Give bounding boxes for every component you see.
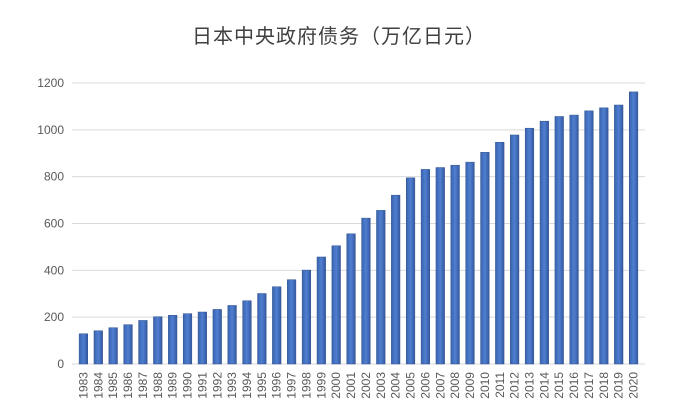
bar	[346, 233, 356, 365]
x-tick-label: 1995	[255, 372, 269, 399]
x-tick-label: 2014	[537, 372, 551, 399]
x-tick-label: 1984	[91, 372, 105, 399]
bar	[405, 177, 416, 365]
x-tick-label: 2009	[463, 372, 477, 399]
bar	[510, 134, 520, 365]
bar	[108, 327, 118, 365]
x-tick-label: 2011	[493, 372, 507, 398]
bar	[435, 167, 445, 365]
bar	[420, 169, 430, 365]
bar	[287, 279, 297, 365]
x-tick-label: 1988	[151, 372, 165, 399]
x-tick-label: 2002	[359, 372, 373, 399]
bar	[138, 320, 148, 365]
bar	[450, 164, 460, 365]
bar	[257, 293, 267, 365]
bar	[316, 256, 326, 365]
y-tick-label: 1200	[37, 76, 64, 90]
bar	[153, 316, 163, 365]
bar	[599, 107, 609, 365]
x-tick-label: 2001	[344, 372, 358, 399]
bar	[123, 324, 133, 365]
y-tick-label: 600	[44, 217, 64, 231]
x-tick-label: 1997	[285, 372, 299, 399]
y-axis-ticks: 0 200 400 600 800 1000 1200	[37, 76, 64, 371]
bar	[227, 305, 237, 365]
chart-title: 日本中央政府债务（万亿日元）	[192, 24, 486, 48]
bar	[212, 309, 222, 365]
x-tick-label: 2020	[627, 372, 641, 399]
x-tick-label: 2015	[552, 372, 566, 399]
x-tick-label: 2005	[404, 372, 418, 399]
x-tick-label: 2018	[597, 372, 611, 399]
x-tick-label: 2000	[329, 372, 343, 399]
bar	[242, 300, 252, 365]
bar	[272, 286, 282, 365]
x-tick-label: 1996	[270, 372, 284, 399]
x-tick-label: 1985	[106, 372, 120, 399]
x-tick-label: 1983	[76, 372, 90, 399]
bar	[197, 311, 207, 365]
x-tick-label: 2016	[567, 372, 581, 399]
x-tick-label: 2019	[612, 372, 626, 399]
x-tick-label: 2013	[522, 372, 536, 399]
x-tick-label: 2008	[448, 372, 462, 399]
bar	[301, 269, 312, 365]
x-tick-label: 1989	[166, 372, 180, 399]
x-tick-label: 1991	[195, 372, 209, 399]
x-tick-label: 1986	[121, 372, 135, 399]
y-tick-label: 400	[44, 263, 64, 277]
x-tick-label: 1999	[314, 372, 328, 399]
bar	[78, 333, 88, 365]
x-tick-label: 2006	[418, 372, 432, 399]
x-tick-label: 2003	[374, 372, 388, 399]
x-tick-label: 2004	[389, 372, 403, 399]
bar	[361, 217, 371, 365]
bar	[465, 161, 475, 365]
bar	[93, 330, 103, 365]
bar	[168, 315, 178, 365]
bar	[376, 210, 386, 365]
x-tick-label: 1992	[210, 372, 224, 399]
bar	[182, 313, 193, 365]
bar	[331, 245, 341, 365]
x-tick-label: 1987	[136, 372, 150, 399]
gridlines	[72, 82, 645, 365]
bar	[554, 116, 564, 365]
x-tick-label: 2017	[582, 372, 596, 399]
y-tick-label: 200	[44, 310, 64, 324]
bars	[78, 91, 639, 365]
y-tick-label: 800	[44, 170, 64, 184]
y-tick-label: 0	[57, 357, 64, 371]
x-tick-label: 1990	[181, 372, 195, 399]
x-tick-label: 2012	[508, 372, 522, 399]
bar	[495, 141, 505, 365]
x-tick-label: 1998	[299, 372, 313, 399]
bar	[391, 194, 401, 365]
x-axis-ticks: 1983 1984 1985 1986 1987 1988 1989 1990 1991 1992…	[76, 372, 640, 399]
x-tick-label: 2010	[478, 372, 492, 399]
y-tick-label: 1000	[37, 123, 64, 137]
x-tick-label: 1994	[240, 372, 254, 399]
bar	[584, 110, 594, 365]
bar	[480, 152, 490, 365]
bar	[569, 114, 579, 365]
x-tick-label: 1993	[225, 372, 239, 399]
bar	[524, 127, 535, 365]
x-tick-label: 2007	[433, 372, 447, 399]
bar	[539, 120, 549, 365]
bar	[629, 91, 639, 365]
bar	[614, 104, 624, 365]
